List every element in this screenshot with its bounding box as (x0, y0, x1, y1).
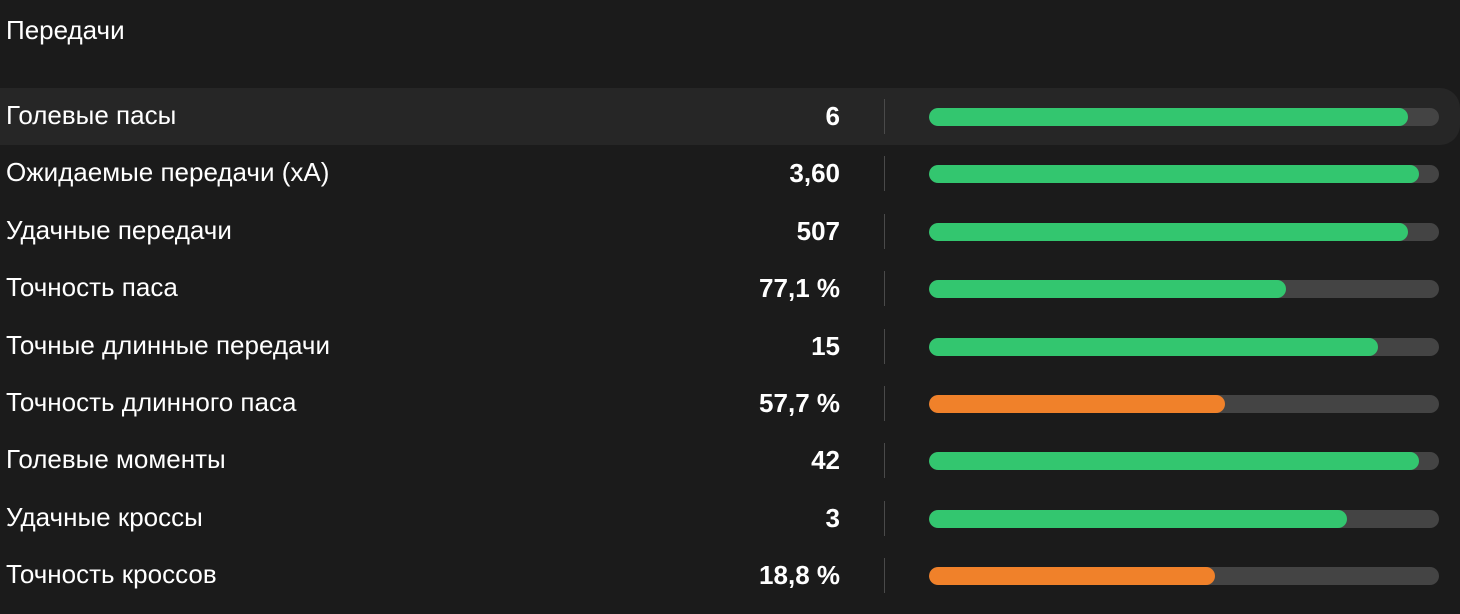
stat-value: 3 (825, 502, 840, 533)
divider (884, 558, 885, 594)
stat-label: Точность длинного паса (6, 386, 297, 417)
stat-row[interactable]: Голевые моменты 42 (0, 432, 1460, 489)
stat-value: 507 (796, 215, 840, 246)
stat-value: 15 (811, 330, 840, 361)
stat-bar-track (929, 337, 1439, 356)
stat-bar-fill (929, 165, 1419, 184)
stat-label: Голевые пасы (6, 100, 177, 130)
stat-value: 3,60 (789, 158, 840, 189)
stat-bar-fill (929, 280, 1286, 299)
stat-bar-track (929, 108, 1439, 126)
stat-label: Голевые моменты (6, 444, 226, 475)
stat-row[interactable]: Точные длинные передачи 15 (0, 318, 1460, 375)
stat-bar-fill (929, 452, 1419, 471)
divider (884, 385, 885, 421)
divider (884, 328, 885, 364)
stat-label: Точность кроссов (6, 559, 217, 590)
section-title: Передачи (6, 15, 125, 45)
stat-label: Точность паса (6, 272, 178, 303)
divider (884, 443, 885, 479)
stat-row[interactable]: Голевые пасы 6 (0, 88, 1460, 145)
stat-bar-track (929, 452, 1439, 471)
stat-label: Удачные кроссы (6, 501, 203, 532)
stat-row[interactable]: Точность паса 77,1 % (0, 260, 1460, 317)
stat-bar-fill (929, 394, 1225, 413)
stat-bar-fill (929, 222, 1409, 241)
stat-row[interactable]: Удачные передачи 507 (0, 203, 1460, 260)
divider (884, 500, 885, 536)
stat-bar-track (929, 280, 1439, 299)
stat-bar-fill (929, 337, 1378, 356)
stat-label: Удачные передачи (6, 214, 232, 245)
stat-label: Ожидаемые передачи (xA) (6, 157, 330, 188)
stat-value: 77,1 % (759, 273, 840, 304)
stat-row[interactable]: Точность длинного паса 57,7 % (0, 375, 1460, 432)
stat-bar-track (929, 509, 1439, 528)
stat-row[interactable]: Ожидаемые передачи (xA) 3,60 (0, 145, 1460, 202)
divider (884, 99, 885, 134)
stat-bar-track (929, 222, 1439, 241)
stat-value: 6 (825, 101, 840, 131)
divider (884, 213, 885, 249)
stat-row[interactable]: Удачные кроссы 3 (0, 490, 1460, 547)
stat-bar-fill (929, 108, 1409, 126)
stats-list: Голевые пасы 6 Ожидаемые передачи (xA) 3… (0, 88, 1460, 605)
stat-bar-track (929, 567, 1439, 586)
stat-bar-track (929, 394, 1439, 413)
divider (884, 271, 885, 307)
stat-row[interactable]: Точность кроссов 18,8 % (0, 547, 1460, 604)
stat-value: 18,8 % (759, 560, 840, 591)
stat-label: Точные длинные передачи (6, 329, 330, 360)
divider (884, 156, 885, 192)
stat-value: 42 (811, 445, 840, 476)
stat-bar-fill (929, 567, 1215, 586)
stat-bar-track (929, 165, 1439, 184)
stat-value: 57,7 % (759, 387, 840, 418)
stat-bar-fill (929, 509, 1348, 528)
